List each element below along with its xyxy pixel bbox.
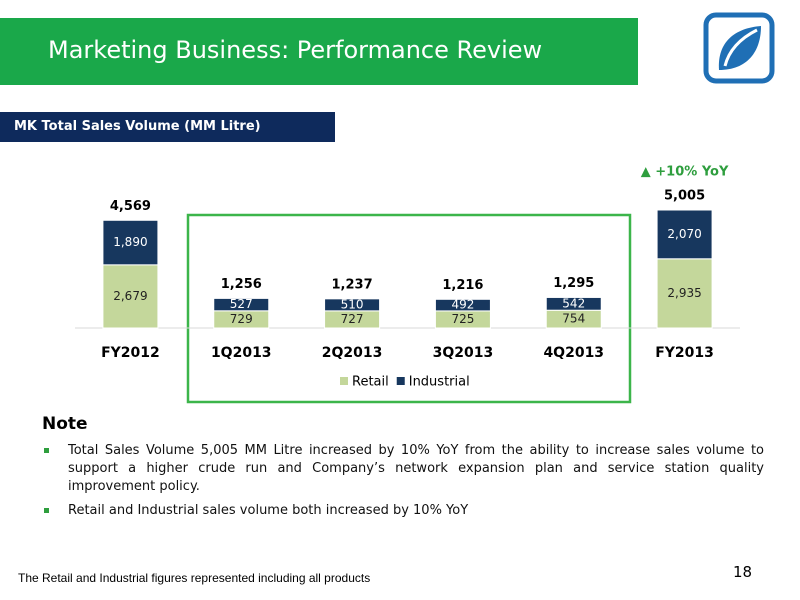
subtitle-bar xyxy=(0,112,335,142)
total-label: 1,295 xyxy=(553,276,594,291)
bar-segment xyxy=(656,258,713,329)
data-label: 727 xyxy=(341,312,364,326)
bar-segment xyxy=(545,296,602,311)
annotation: ▲ +10% YoY xyxy=(641,165,729,180)
header-bar xyxy=(0,18,638,85)
total-label: 1,256 xyxy=(221,277,262,292)
legend-label: Industrial xyxy=(409,375,470,390)
legend-label: Retail xyxy=(352,375,389,390)
data-label: 725 xyxy=(451,312,474,326)
highlight-box xyxy=(186,213,632,404)
note-bullet: Total Sales Volume 5,005 MM Litre increa… xyxy=(42,442,764,496)
x-tick-label: 3Q2013 xyxy=(433,345,494,361)
data-label: 754 xyxy=(562,312,585,326)
total-label: 5,005 xyxy=(664,189,705,204)
data-label: 729 xyxy=(230,312,253,326)
note-heading: Note xyxy=(42,414,88,434)
total-label: 1,237 xyxy=(332,277,373,292)
total-label: 4,569 xyxy=(110,199,151,214)
logo xyxy=(703,12,775,84)
x-tick-label: FY2013 xyxy=(655,345,714,361)
total-label: 1,216 xyxy=(442,278,483,293)
legend-swatch xyxy=(340,377,348,385)
chart-title: MK Total Sales Volume (MM Litre) xyxy=(14,119,261,134)
bar-segment xyxy=(656,209,713,260)
data-label: 1,890 xyxy=(113,235,147,249)
data-label: 542 xyxy=(562,296,585,310)
note-bullet: Retail and Industrial sales volume both … xyxy=(42,502,764,520)
data-label: 527 xyxy=(230,297,253,311)
bar-segment xyxy=(102,219,159,266)
note-list: Total Sales Volume 5,005 MM Litre increa… xyxy=(42,442,764,526)
data-label: 2,679 xyxy=(113,289,147,303)
x-tick-label: 2Q2013 xyxy=(322,345,383,361)
page-number: 18 xyxy=(733,563,753,581)
bar-segment xyxy=(213,297,270,312)
data-label: 492 xyxy=(451,298,474,312)
x-tick-label: 1Q2013 xyxy=(211,345,272,361)
footnote: The Retail and Industrial figures repres… xyxy=(18,571,371,585)
legend-swatch xyxy=(396,377,405,385)
bar-segment xyxy=(434,298,491,312)
data-label: 510 xyxy=(341,297,364,311)
data-label: 2,070 xyxy=(667,227,701,241)
data-label: 2,935 xyxy=(667,286,701,300)
x-tick-label: 4Q2013 xyxy=(543,345,604,361)
bar-segment xyxy=(324,298,381,312)
x-tick-label: FY2012 xyxy=(101,345,160,361)
bar-segment xyxy=(102,264,159,329)
slide-title: Marketing Business: Performance Review xyxy=(48,36,543,64)
